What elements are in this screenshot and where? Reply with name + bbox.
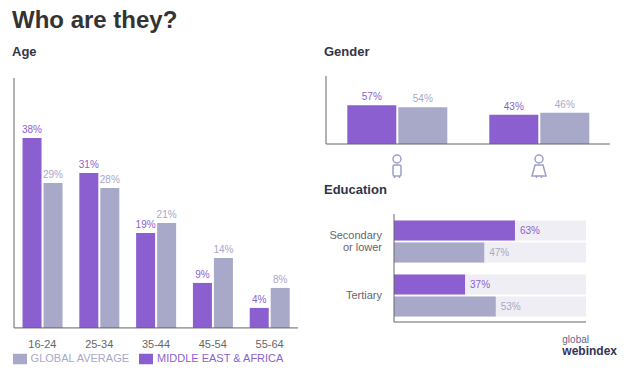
- html-text:MIDDLE EAST & AFRICA: MIDDLE EAST & AFRICA: [157, 351, 284, 364]
- svg-text:31%: 31%: [79, 159, 99, 170]
- svg-text:Tertiary: Tertiary: [346, 289, 383, 301]
- svg-text:14%: 14%: [213, 244, 233, 255]
- svg-text:57%: 57%: [362, 91, 382, 102]
- svg-text:53%: 53%: [501, 301, 521, 312]
- svg-text:47%: 47%: [489, 247, 509, 258]
- svg-text:Secondaryor lower: Secondaryor lower: [329, 229, 382, 253]
- svg-text:19%: 19%: [136, 219, 156, 230]
- html-text:global: global: [562, 334, 589, 345]
- svg-text:43%: 43%: [504, 101, 524, 112]
- svg-text:54%: 54%: [413, 93, 433, 104]
- svg-text:63%: 63%: [520, 225, 540, 236]
- svg-text:21%: 21%: [157, 209, 177, 220]
- html-text:Education: Education: [324, 182, 387, 197]
- html-text:webindex: webindex: [562, 344, 617, 358]
- html-text:Who are they?: Who are they?: [12, 6, 178, 33]
- svg-text:28%: 28%: [100, 174, 120, 185]
- svg-text:4%: 4%: [252, 294, 267, 305]
- svg-text:25-34: 25-34: [85, 338, 113, 350]
- svg-text:35-44: 35-44: [142, 338, 170, 350]
- svg-text:46%: 46%: [555, 99, 575, 110]
- svg-text:29%: 29%: [43, 169, 63, 180]
- html-text:GLOBAL AVERAGE: GLOBAL AVERAGE: [30, 351, 129, 364]
- svg-text:37%: 37%: [470, 279, 490, 290]
- html-text:Gender: Gender: [324, 44, 370, 59]
- svg-text:16-24: 16-24: [28, 338, 56, 350]
- svg-text:45-54: 45-54: [199, 338, 227, 350]
- svg-text:9%: 9%: [195, 269, 210, 280]
- html-text:Age: Age: [12, 44, 37, 59]
- svg-text:8%: 8%: [273, 274, 288, 285]
- svg-text:55-64: 55-64: [256, 338, 284, 350]
- svg-text:38%: 38%: [22, 124, 42, 135]
